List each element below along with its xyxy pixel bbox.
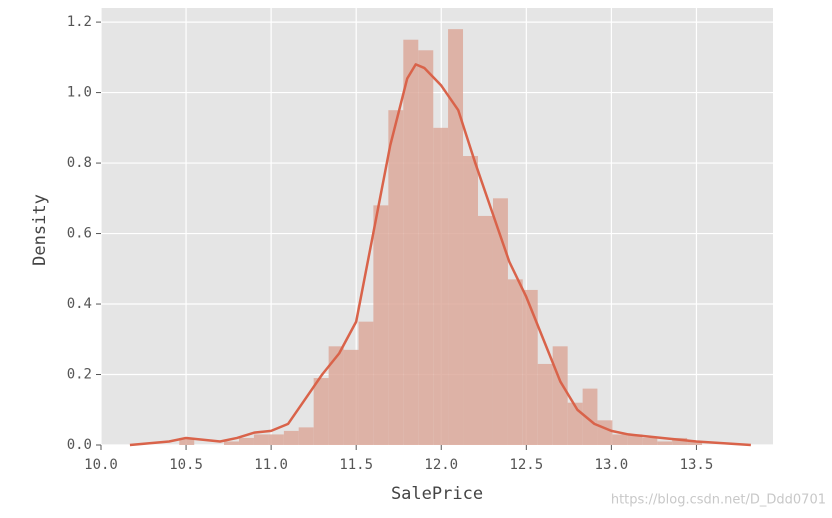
y-tick-label: 1.2 xyxy=(67,14,92,30)
bar xyxy=(298,427,314,445)
watermark: https://blog.csdn.net/D_Ddd0701 xyxy=(611,493,826,508)
y-tick-label: 1.0 xyxy=(67,85,92,101)
bar xyxy=(328,346,344,445)
y-tick-label: 0.2 xyxy=(67,367,92,383)
bar xyxy=(657,441,673,445)
bar xyxy=(642,437,658,445)
bar xyxy=(492,198,508,445)
bar xyxy=(418,50,434,446)
bar xyxy=(612,434,628,445)
bar xyxy=(373,205,389,445)
bar xyxy=(358,321,374,445)
bar xyxy=(552,346,568,445)
bar xyxy=(388,110,404,446)
y-tick-label: 0.6 xyxy=(67,226,92,242)
x-tick-label: 11.5 xyxy=(339,457,373,473)
bar xyxy=(403,39,419,445)
x-tick-label: 13.0 xyxy=(595,457,629,473)
bar xyxy=(522,289,538,445)
bar xyxy=(597,420,613,445)
y-tick-label: 0.0 xyxy=(67,437,92,453)
plot-area xyxy=(100,8,773,447)
y-tick-label: 0.4 xyxy=(67,296,92,312)
x-tick-label: 10.0 xyxy=(84,457,118,473)
bar xyxy=(224,441,239,445)
x-tick-label: 13.5 xyxy=(680,457,714,473)
bar xyxy=(537,363,553,445)
y-axis-label: Density xyxy=(30,194,50,266)
bar xyxy=(238,437,254,445)
bar xyxy=(582,388,598,445)
bar xyxy=(343,349,359,445)
bar xyxy=(672,437,688,445)
y-tick-label: 0.8 xyxy=(67,155,92,171)
bar xyxy=(463,156,479,446)
bar xyxy=(567,402,583,445)
bar xyxy=(627,434,643,445)
bar xyxy=(283,430,299,445)
x-tick-label: 12.5 xyxy=(509,457,543,473)
bar xyxy=(478,215,493,445)
x-tick-label: 12.0 xyxy=(424,457,458,473)
bar xyxy=(507,279,523,445)
x-tick-label: 10.5 xyxy=(169,457,203,473)
bar xyxy=(268,434,284,445)
x-axis-label: SalePrice xyxy=(391,484,483,504)
bar xyxy=(448,29,464,445)
x-tick-label: 11.0 xyxy=(254,457,288,473)
bar xyxy=(179,437,195,445)
kde-line xyxy=(129,63,751,447)
bar xyxy=(433,127,449,446)
bar xyxy=(687,441,703,445)
bar xyxy=(253,434,269,445)
bar xyxy=(313,378,329,445)
